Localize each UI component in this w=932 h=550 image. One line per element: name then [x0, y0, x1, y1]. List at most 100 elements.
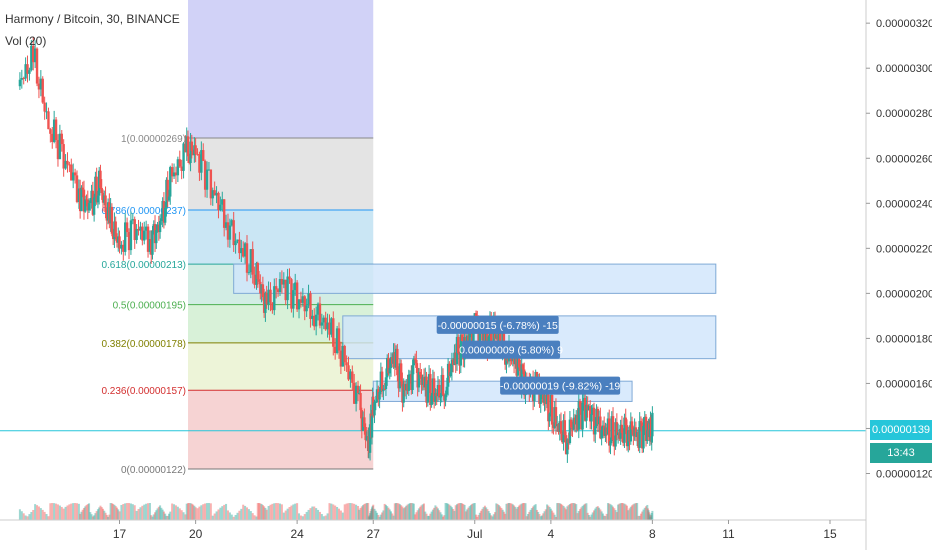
- candle-body: [326, 322, 329, 330]
- volume-bar: [553, 514, 556, 520]
- volume-bar: [378, 516, 381, 520]
- volume-bar: [95, 511, 98, 520]
- volume-bar: [439, 512, 442, 520]
- volume-bar: [70, 503, 73, 520]
- candle-body: [569, 419, 573, 428]
- volume-bar: [128, 503, 131, 520]
- volume-bar: [459, 503, 462, 520]
- candle-body: [26, 64, 29, 74]
- volume-bar: [226, 510, 229, 520]
- candle-body: [32, 45, 35, 63]
- volume-bar: [571, 503, 574, 520]
- volume-bar: [294, 503, 297, 520]
- volume-bar: [247, 509, 250, 520]
- candle-body: [91, 190, 95, 215]
- candle-body: [299, 299, 303, 303]
- candle-body: [599, 416, 602, 439]
- volume-bar: [62, 508, 65, 520]
- volume-bar: [543, 511, 546, 520]
- volume-bar: [110, 503, 113, 520]
- candle-body: [330, 318, 333, 335]
- candle-body: [82, 189, 86, 212]
- volume-bar: [213, 513, 216, 520]
- volume-bar: [246, 507, 249, 520]
- candle-body: [430, 395, 433, 406]
- candle-body: [586, 404, 589, 411]
- candle-body: [421, 377, 424, 385]
- candle-body: [412, 358, 416, 366]
- candle-body: [18, 79, 22, 87]
- volume-bar: [174, 505, 177, 520]
- candle-body: [651, 412, 654, 437]
- volume-bar: [387, 507, 390, 520]
- candle-body: [207, 169, 211, 171]
- candle-body: [611, 416, 615, 441]
- candle-body: [318, 303, 322, 326]
- candle-body: [217, 192, 220, 211]
- volume-bar: [466, 509, 469, 520]
- candle-body: [166, 179, 169, 201]
- candle-body: [64, 160, 67, 169]
- volume-bar: [433, 507, 436, 520]
- last-price-tag: 0.00000139: [870, 420, 932, 440]
- volume-bar: [563, 507, 566, 520]
- volume-bar: [299, 515, 302, 520]
- volume-bar: [240, 508, 243, 520]
- volume-bar: [261, 505, 264, 520]
- volume-bar: [94, 513, 97, 520]
- candle-body: [39, 78, 43, 90]
- volume-bar: [534, 504, 537, 520]
- candle-body: [566, 439, 569, 455]
- candle-body: [382, 388, 385, 392]
- countdown-tag: 13:43: [870, 443, 932, 463]
- volume-bar: [575, 504, 578, 520]
- volume-bar: [573, 503, 576, 520]
- volume-bar: [639, 513, 642, 520]
- candle-body: [416, 367, 419, 388]
- volume-bar: [622, 503, 625, 520]
- volume-bar: [468, 506, 471, 520]
- volume-bar: [539, 516, 542, 520]
- candle-body: [484, 327, 488, 342]
- candle-body: [624, 417, 627, 426]
- volume-bar: [501, 509, 504, 520]
- volume-bar: [109, 503, 112, 520]
- volume-bar: [590, 514, 593, 520]
- volume-bar: [369, 511, 372, 520]
- volume-bar: [75, 503, 78, 520]
- volume-bar: [435, 506, 438, 520]
- candle-body: [75, 175, 79, 203]
- volume-bar: [452, 508, 455, 520]
- candle-body: [324, 317, 327, 330]
- volume-bar: [383, 503, 386, 520]
- candle-body: [194, 145, 197, 155]
- volume-bar: [139, 507, 142, 520]
- volume-bar: [485, 507, 488, 520]
- candle-body: [341, 345, 344, 367]
- volume-bar: [317, 509, 320, 520]
- candle-body: [184, 143, 187, 153]
- candle-body: [127, 232, 131, 251]
- volume-bar: [160, 507, 163, 520]
- volume-bar: [567, 505, 570, 520]
- candle-body: [559, 421, 563, 434]
- candle-body: [629, 421, 633, 442]
- volume-bar: [500, 507, 503, 520]
- volume-bar: [152, 514, 155, 520]
- volume-bar: [560, 503, 563, 520]
- volume-bar: [122, 503, 125, 520]
- candle-body: [391, 357, 394, 364]
- volume-bar: [566, 506, 569, 520]
- candle-body: [105, 212, 109, 221]
- candle-body: [646, 429, 649, 441]
- volume-bar: [351, 503, 354, 520]
- candle-body: [328, 322, 331, 335]
- candle-body: [99, 170, 102, 188]
- volume-bar: [537, 511, 540, 520]
- candle-body: [443, 394, 446, 401]
- volume-bar: [594, 508, 597, 520]
- volume-bar: [587, 515, 590, 520]
- volume-bar: [508, 503, 511, 520]
